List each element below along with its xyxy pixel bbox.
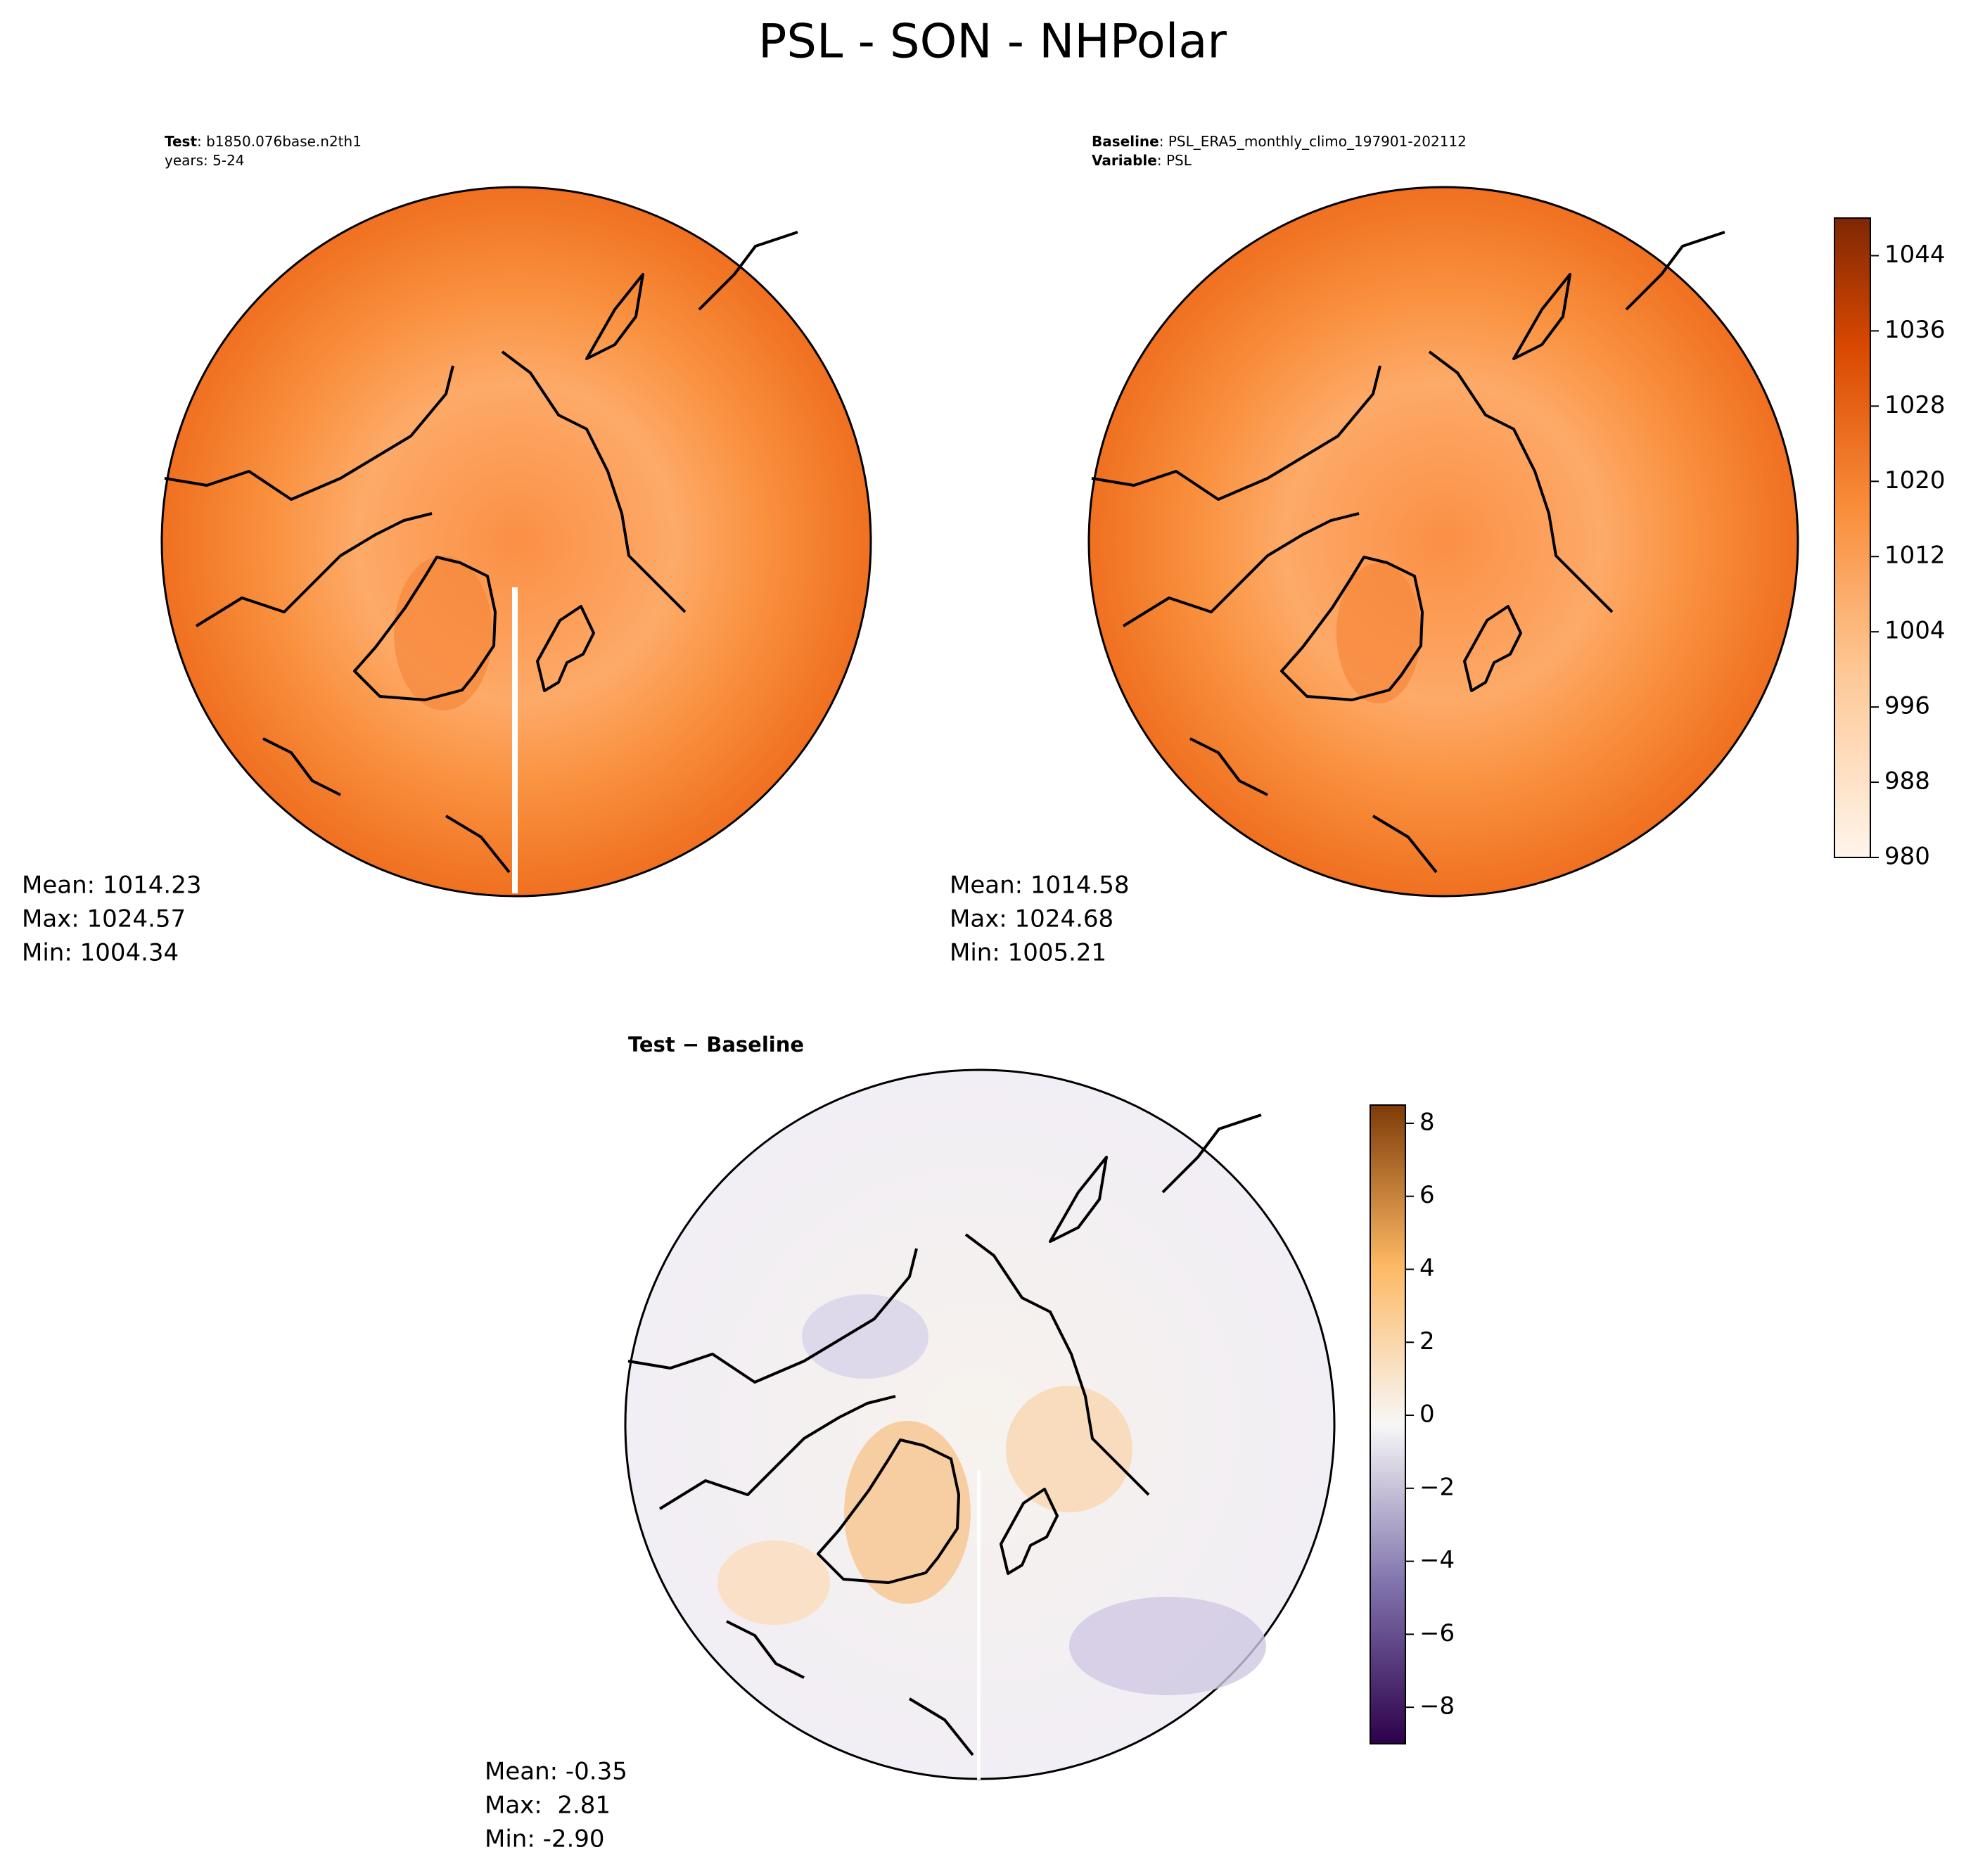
header-text: : b1850.076base.n2th1 xyxy=(197,133,362,150)
colorbar-tick-label: 1004 xyxy=(1884,617,1946,645)
header-label: Baseline xyxy=(1092,133,1159,150)
panel-header: years: 5-24 xyxy=(165,152,245,169)
panel-header: Test − Baseline xyxy=(628,1033,804,1057)
map xyxy=(1087,186,1799,898)
header-label: Test xyxy=(165,133,197,150)
header-text: : PSL_ERA5_monthly_climo_197901-202112 xyxy=(1159,133,1467,150)
colorbar-tick-label: 8 xyxy=(1419,1108,1435,1136)
colorbar xyxy=(1370,1104,1406,1744)
colorbar-tick-label: 1036 xyxy=(1884,316,1946,344)
stat: Min: -2.90 xyxy=(485,1825,605,1853)
colorbar xyxy=(1834,217,1871,858)
stat: Max: 1024.68 xyxy=(950,905,1113,933)
colorbar-tick-label: 1012 xyxy=(1884,542,1946,570)
header-label: Test − Baseline xyxy=(628,1033,804,1057)
stat: Mean: -0.35 xyxy=(485,1758,627,1786)
stat: Mean: 1014.58 xyxy=(950,872,1130,900)
colorbar-tick-label: 996 xyxy=(1884,692,1930,720)
colorbar-tick-label: −2 xyxy=(1419,1473,1455,1501)
colorbar-tick-label: 988 xyxy=(1884,767,1930,796)
colorbar-tick-label: −6 xyxy=(1419,1619,1455,1647)
header-text: : PSL xyxy=(1157,152,1192,169)
stat: Min: 1004.34 xyxy=(22,939,179,967)
colorbar-tick-label: 6 xyxy=(1419,1181,1435,1209)
figure-title: PSL - SON - NHPolar xyxy=(758,14,1227,69)
panel-header: Variable: PSL xyxy=(1092,152,1192,169)
colorbar-tick-label: −4 xyxy=(1419,1546,1455,1574)
colorbar-tick-label: −8 xyxy=(1419,1692,1455,1721)
panel-header: Baseline: PSL_ERA5_monthly_climo_197901-… xyxy=(1092,133,1467,150)
colorbar-tick-label: 4 xyxy=(1419,1254,1435,1282)
colorbar-tick-label: 0 xyxy=(1419,1400,1435,1429)
stat: Mean: 1014.23 xyxy=(22,872,202,900)
colorbar-tick-label: 980 xyxy=(1884,843,1930,871)
stat: Max: 2.81 xyxy=(485,1792,611,1820)
panel-header: Test: b1850.076base.n2th1 xyxy=(165,133,362,150)
colorbar-tick-label: 1028 xyxy=(1884,391,1946,419)
stat: Min: 1005.21 xyxy=(950,939,1106,967)
colorbar-tick-label: 1044 xyxy=(1884,241,1946,269)
stat: Max: 1024.57 xyxy=(22,905,186,933)
colorbar-tick-label: 1020 xyxy=(1884,466,1946,494)
colorbar-tick-label: 2 xyxy=(1419,1327,1435,1355)
map xyxy=(624,1068,1336,1780)
map xyxy=(160,186,872,898)
header-text: years: 5-24 xyxy=(165,152,245,169)
header-label: Variable xyxy=(1092,152,1157,169)
